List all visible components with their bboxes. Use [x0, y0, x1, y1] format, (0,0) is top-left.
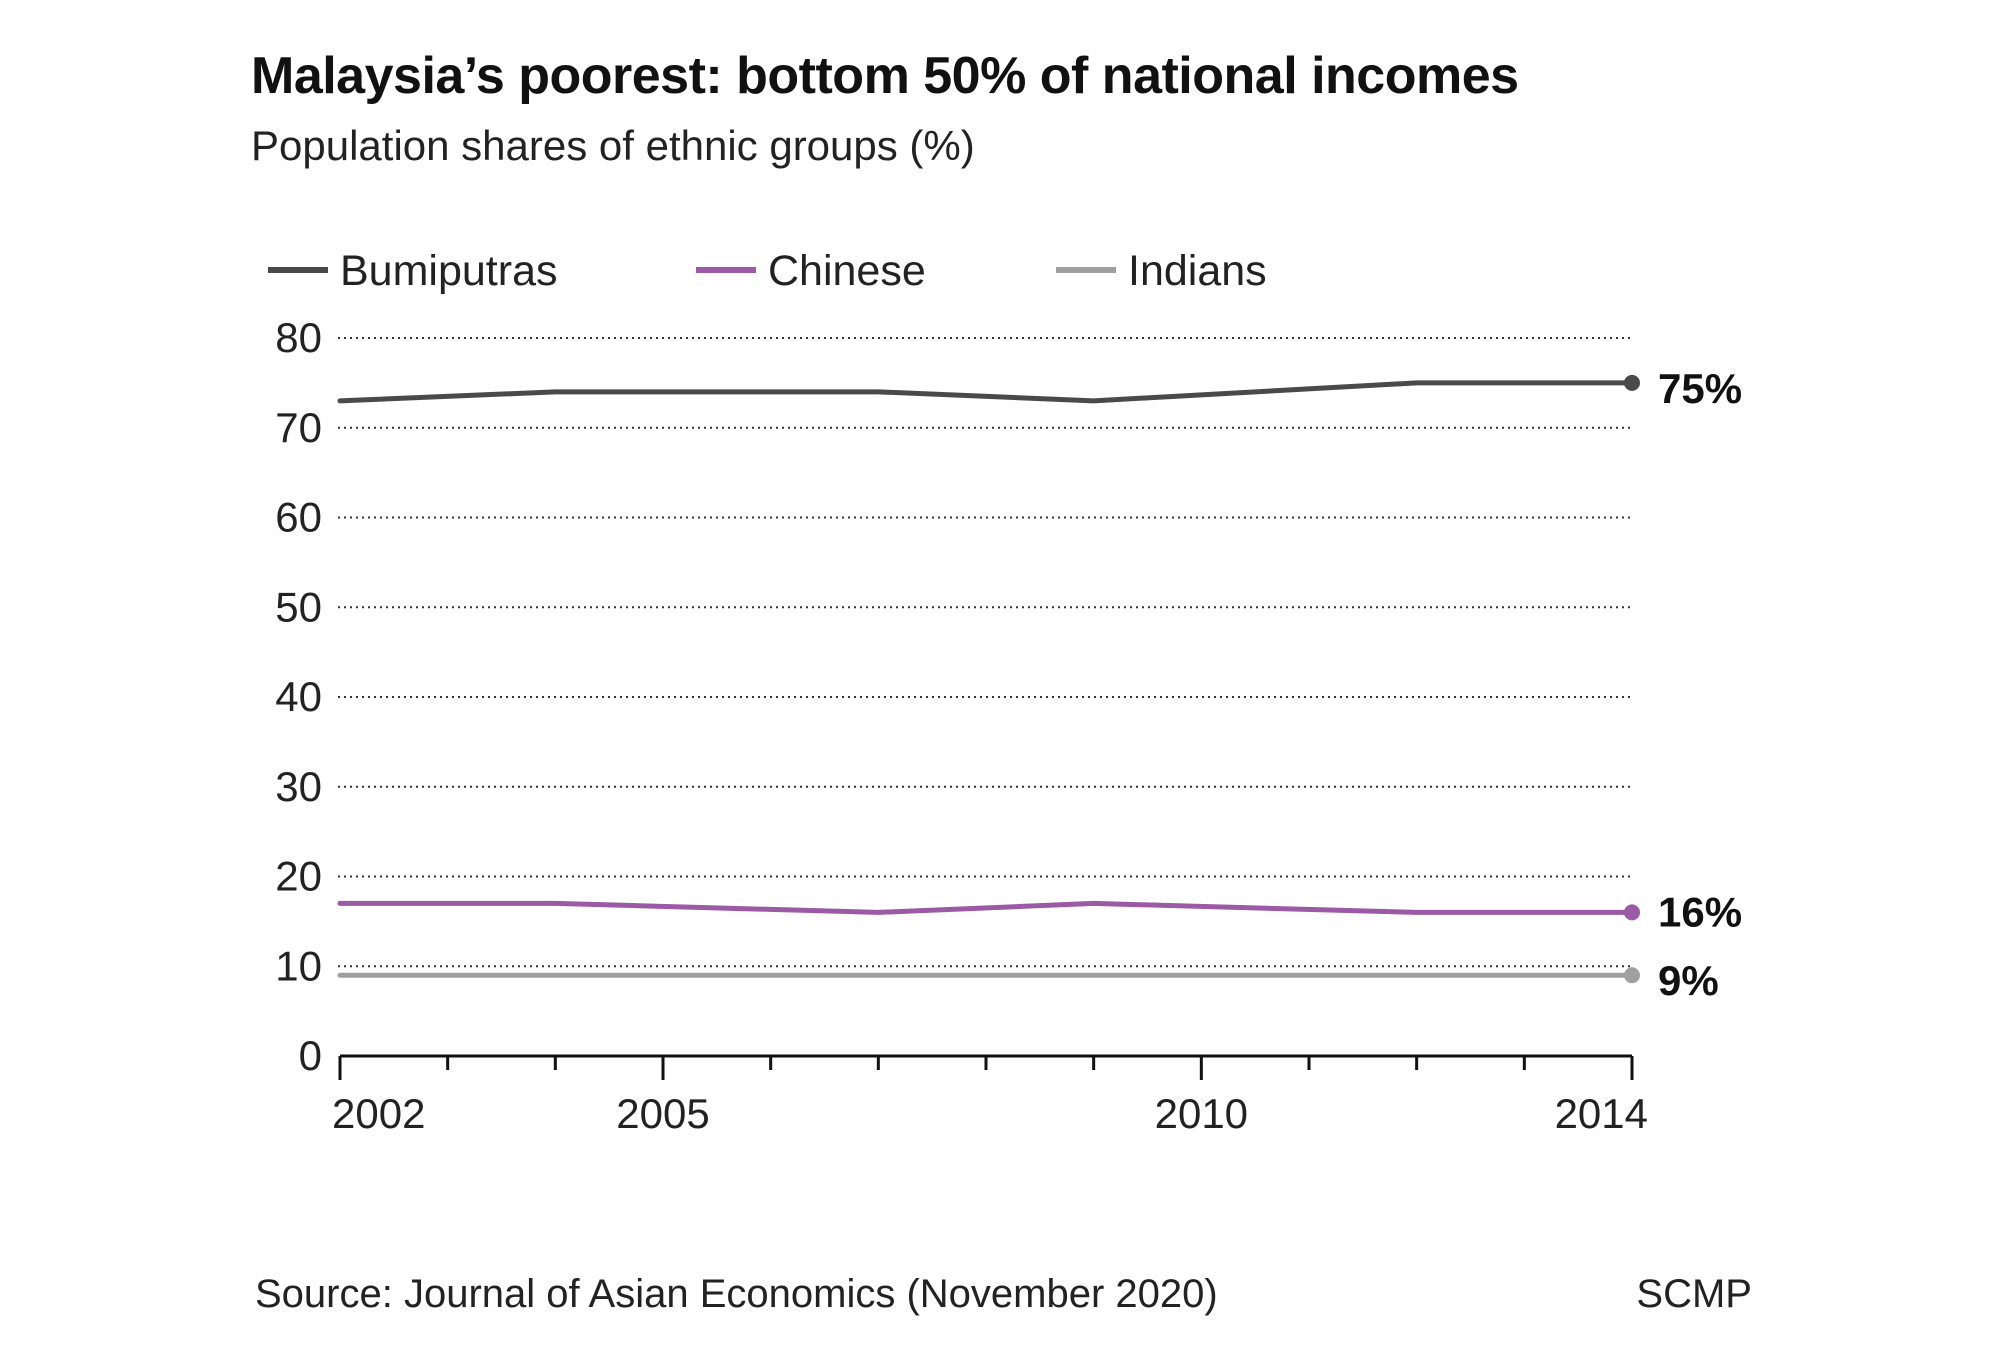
series-end-point-indians	[1624, 967, 1640, 984]
legend-label: Bumiputras	[340, 247, 557, 295]
gridlines	[338, 337, 1630, 968]
series-line-chinese	[337, 900, 1635, 915]
x-tick-label: 2014	[1555, 1090, 1648, 1137]
y-tick-label: 80	[275, 314, 322, 361]
y-axis: 0 10 20 30 40 50 60 70 80	[275, 314, 322, 1079]
y-tick-label: 30	[275, 763, 322, 810]
series-line-bumiputras	[337, 380, 1635, 404]
end-label-bumiputras: 75%	[1658, 365, 1742, 412]
x-tick-label: 2005	[616, 1090, 709, 1137]
credit-label: SCMP	[1636, 1272, 1752, 1316]
x-tick-label: 2010	[1155, 1090, 1248, 1137]
y-tick-label: 10	[275, 942, 322, 989]
chart-title: Malaysia’s poorest: bottom 50% of nation…	[251, 47, 1519, 105]
chart-legend: Bumiputras Chinese Indians	[268, 247, 1267, 295]
legend-label: Indians	[1128, 247, 1267, 295]
series-end-point-bumiputras	[1624, 374, 1640, 391]
x-axis: 2002 2005 2010 2014	[332, 1054, 1648, 1137]
end-label-chinese: 16%	[1658, 888, 1742, 935]
y-tick-label: 70	[275, 404, 322, 451]
y-tick-label: 20	[275, 853, 322, 900]
y-tick-label: 0	[299, 1032, 322, 1079]
y-tick-label: 60	[275, 494, 322, 541]
legend-label: Chinese	[768, 247, 926, 295]
series-end-point-chinese	[1624, 904, 1640, 921]
chart-subtitle: Population shares of ethnic groups (%)	[251, 122, 975, 169]
end-label-indians: 9%	[1658, 957, 1719, 1004]
source-note: Source: Journal of Asian Economics (Nove…	[255, 1272, 1218, 1316]
x-tick-label: 2002	[332, 1090, 425, 1137]
y-tick-label: 40	[275, 673, 322, 720]
end-labels: 75% 16% 9%	[1658, 365, 1742, 1004]
series-lines	[337, 374, 1640, 984]
y-tick-label: 50	[275, 583, 322, 630]
